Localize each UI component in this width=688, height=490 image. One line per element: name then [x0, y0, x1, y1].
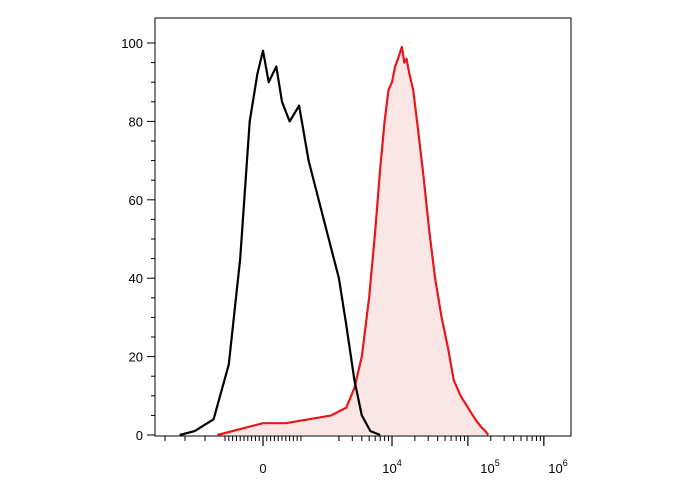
x-tick-base: 10: [382, 461, 396, 476]
x-tick-label: 104: [382, 458, 401, 476]
x-tick-base: 10: [480, 461, 494, 476]
series-1-area: [217, 46, 489, 436]
series-0-line: [179, 49, 381, 437]
x-tick-exponent: 6: [563, 458, 568, 468]
y-axis: 0 20 40 60 80 100: [121, 36, 155, 443]
x-tick-exponent: 4: [397, 458, 402, 468]
x-tick-base: 10: [548, 461, 562, 476]
x-tick-label: 105: [480, 458, 499, 476]
x-tick-label: 0: [259, 461, 266, 476]
y-tick-label: 80: [129, 114, 143, 129]
plot-frame: [154, 17, 572, 437]
y-tick-label: 0: [136, 428, 143, 443]
x-tick-base: 0: [259, 461, 266, 476]
x-tick-label: 106: [548, 458, 567, 476]
y-tick-label: 60: [129, 193, 143, 208]
y-tick-label: 40: [129, 271, 143, 286]
series-layer: [179, 45, 490, 437]
x-axis: 0 104 105 106: [164, 436, 568, 476]
y-tick-label: 20: [129, 350, 143, 365]
series-1-line: [217, 45, 490, 437]
y-tick-label: 100: [121, 36, 143, 51]
x-tick-exponent: 5: [495, 458, 500, 468]
